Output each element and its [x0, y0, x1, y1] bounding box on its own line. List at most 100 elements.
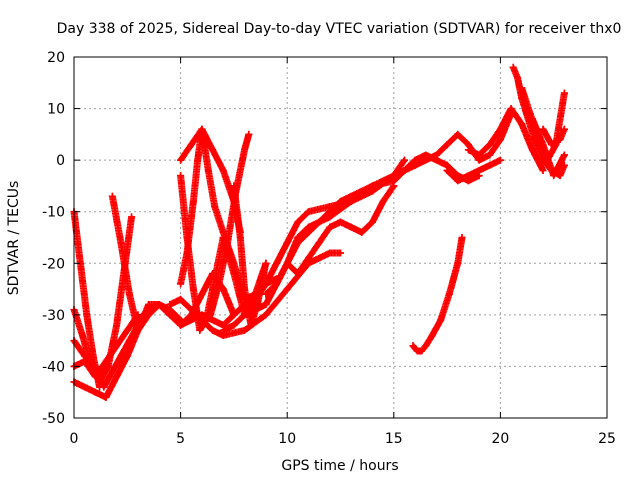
x-tick-label: 0: [70, 431, 79, 447]
data-point: [108, 368, 116, 376]
x-tick-label: 15: [385, 431, 403, 447]
y-tick-label: -10: [42, 205, 65, 221]
data-point: [507, 105, 515, 113]
data-point: [166, 301, 174, 309]
data-point: [496, 136, 504, 144]
plot-frame: [73, 56, 608, 419]
data-point: [251, 306, 259, 314]
data-point: [496, 156, 504, 164]
data-point: [196, 326, 204, 334]
data-point: [539, 125, 547, 133]
data-point: [262, 259, 270, 267]
data-point: [102, 393, 110, 401]
data-point: [486, 151, 494, 159]
chart-title: Day 338 of 2025, Sidereal Day-to-day VTE…: [57, 21, 622, 37]
data-point: [123, 326, 131, 334]
data-point: [241, 311, 249, 319]
data-point: [134, 326, 142, 334]
data-point: [458, 234, 466, 241]
data-point: [241, 285, 249, 293]
data-point: [305, 254, 313, 262]
data-point: [518, 120, 526, 128]
data-point: [198, 125, 206, 133]
data-point: [422, 342, 430, 350]
data-point: [145, 306, 153, 314]
data-point: [177, 280, 185, 288]
data-point: [358, 228, 366, 236]
data-point: [548, 141, 556, 149]
series-arc-20: [443, 156, 504, 185]
data-point: [326, 223, 334, 231]
data-point: [539, 166, 547, 174]
data-point: [177, 172, 185, 180]
data-point: [294, 270, 302, 278]
data-point: [232, 187, 240, 195]
data-point: [177, 156, 185, 164]
y-tick-label: -40: [42, 359, 65, 375]
data-point: [326, 249, 334, 257]
data-point: [91, 373, 99, 381]
data-point: [187, 316, 195, 324]
data-point: [209, 326, 217, 334]
data-point: [486, 161, 494, 169]
data-point: [411, 161, 419, 169]
y-axis-label: SDTVAR / TECUs: [6, 181, 22, 296]
y-tick-label: -30: [42, 308, 65, 324]
data-point: [189, 197, 197, 205]
data-point: [91, 388, 99, 396]
data-point: [241, 146, 249, 154]
data-point: [445, 290, 453, 298]
data-point: [262, 301, 270, 309]
data-point: [486, 141, 494, 149]
series-arc-25: [528, 115, 568, 180]
data-point: [464, 146, 472, 154]
data-point: [560, 151, 568, 159]
data-point: [177, 295, 185, 303]
data-point: [509, 63, 517, 71]
data-point: [83, 311, 91, 319]
data-point: [215, 280, 223, 288]
data-point: [347, 223, 355, 231]
series-arc-5: [70, 311, 142, 381]
data-point: [550, 172, 558, 180]
data-point: [262, 311, 270, 319]
data-point: [79, 331, 87, 339]
data-point: [305, 208, 313, 216]
data-point: [337, 218, 344, 226]
data-point: [273, 280, 281, 288]
data-point: [204, 166, 212, 174]
data-point: [454, 177, 462, 185]
data-point: [230, 321, 238, 329]
data-point: [283, 239, 291, 247]
data-point: [125, 290, 133, 298]
data-point: [432, 151, 440, 159]
y-tick-label: 10: [47, 102, 65, 118]
data-point: [209, 316, 217, 324]
data-point: [526, 110, 534, 118]
y-tick-label: -20: [42, 256, 65, 272]
data-point: [418, 347, 426, 355]
data-point: [236, 234, 244, 241]
data-point: [113, 373, 121, 381]
data-point: [347, 192, 355, 200]
series-arc-15: [166, 249, 344, 339]
data-point: [198, 316, 206, 324]
data-point: [224, 239, 232, 247]
data-point: [183, 249, 191, 257]
data-point: [194, 156, 202, 164]
data-point: [528, 146, 536, 154]
series-arc-17: [283, 182, 398, 278]
tick-labels: 0 5 10 15 20 25 -50 -40 -30 -20 -10 0 10 20: [42, 50, 616, 447]
data-point: [198, 290, 206, 298]
data-point: [209, 146, 217, 154]
data-point: [187, 141, 195, 149]
axis-ticks: [73, 56, 608, 419]
x-tick-label: 20: [491, 431, 509, 447]
series-arc-12: [198, 130, 253, 329]
data-point: [294, 239, 302, 247]
series-arc-16: [262, 161, 419, 298]
data-point: [262, 290, 270, 298]
data-point: [211, 203, 219, 211]
series-arc-9: [177, 125, 270, 303]
data-point: [251, 295, 259, 303]
